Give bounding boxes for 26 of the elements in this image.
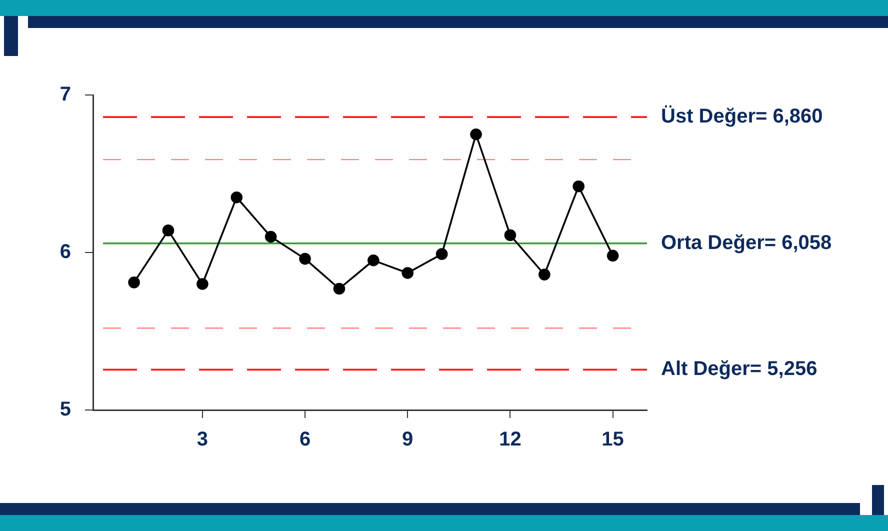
point [538,268,550,280]
point [572,180,585,192]
point [606,250,619,262]
x-tick-label: 12 [499,428,522,451]
ref-line-label: Orta Değer= 6,058 [661,232,832,254]
ref-line-label: Alt Değer= 5,256 [661,358,818,380]
point [299,252,311,265]
point [436,248,448,260]
point [230,191,243,204]
point [402,267,414,279]
x-tick-label: 6 [299,428,311,451]
y-tick-label: 7 [60,84,71,106]
ref-line-label: Üst Değer= 6,860 [661,104,823,128]
y-tick-label: 6 [60,241,71,264]
point [368,254,380,266]
x-tick-label: 9 [402,428,414,451]
x-tick-label: 3 [196,428,208,451]
point [470,128,482,140]
point [333,282,346,295]
point [504,229,516,242]
point [264,230,277,243]
y-tick-label: 5 [60,398,71,421]
x-tick-label: 15 [602,428,624,451]
point [162,224,174,236]
point [196,278,208,290]
point [128,276,140,288]
